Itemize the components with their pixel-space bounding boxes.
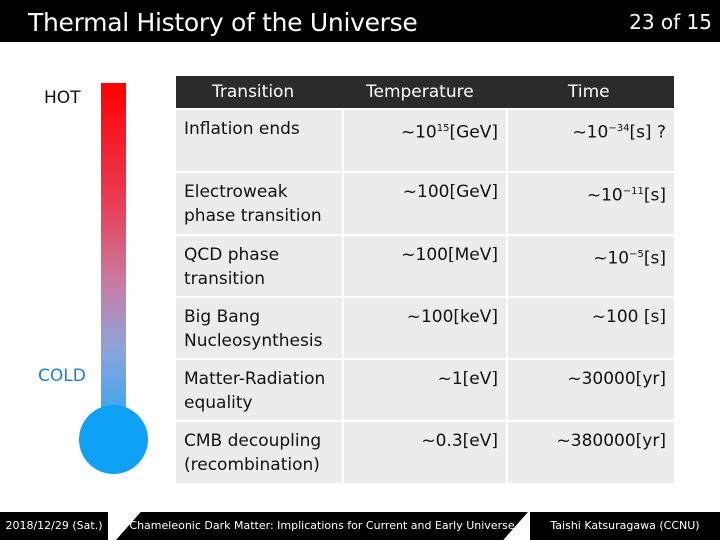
transition-line: Electroweak xyxy=(184,182,288,202)
transition-name: Big Bang Nucleosynthesis xyxy=(184,305,322,353)
table-row: Big Bang Nucleosynthesis ~100[keV] ~100 [s] xyxy=(176,298,674,358)
thermometer-bulb xyxy=(79,405,148,474)
temperature-cell: ~100[GeV] xyxy=(344,173,508,234)
table-header: Transition Temperature Time xyxy=(176,76,674,108)
footer-date: 2018/12/29 (Sat.) xyxy=(0,512,108,540)
hot-label: HOT xyxy=(44,88,81,108)
transition-line: (recombination) xyxy=(184,455,320,475)
transition-name: CMB decoupling (recombination) xyxy=(184,429,321,477)
transition-cell: CMB decoupling (recombination) xyxy=(176,422,344,483)
transition-line: phase transition xyxy=(184,206,322,226)
time-value: ~30000[yr] xyxy=(567,367,666,391)
transition-cell: Electroweak phase transition xyxy=(176,173,344,234)
temperature-base: ~100[GeV] xyxy=(402,182,498,202)
transition-line: CMB decoupling xyxy=(184,431,322,451)
table-row: CMB decoupling (recombination) ~0.3[eV] ~38… xyxy=(176,422,674,483)
transition-line: equality xyxy=(184,393,253,413)
time-exponent: −34 xyxy=(608,123,630,134)
temperature-base: ~1[eV] xyxy=(437,369,498,389)
transition-line: Big Bang xyxy=(184,307,261,327)
temperature-value: ~100[keV] xyxy=(407,305,498,329)
temperature-cell: ~0.3[eV] xyxy=(344,422,508,483)
transition-cell: Inflation ends xyxy=(176,110,344,171)
time-value: ~10−5[s] xyxy=(593,243,666,271)
table-row: Inflation ends ~1015[GeV] ~10−34[s] ? xyxy=(176,110,674,171)
transition-name: Inflation ends xyxy=(184,117,300,141)
transition-name: Matter-Radiation equality xyxy=(184,367,325,415)
page-number: 23 of 15 xyxy=(629,10,712,34)
temperature-exponent: 15 xyxy=(436,123,450,134)
time-value: ~100 [s] xyxy=(592,305,666,329)
table-row: QCD phase transition ~100[MeV] ~10−5[s] xyxy=(176,236,674,296)
time-unit: [s] xyxy=(643,248,666,269)
header-temperature: Temperature xyxy=(366,82,474,102)
temperature-cell: ~100[keV] xyxy=(344,298,508,358)
temperature-value: ~1[eV] xyxy=(438,367,498,391)
time-cell: ~30000[yr] xyxy=(508,360,674,420)
temperature-unit: [GeV] xyxy=(449,122,498,143)
transition-line: Inflation ends xyxy=(184,119,300,139)
time-unit: [s] xyxy=(643,185,666,206)
time-base: ~10 xyxy=(586,185,623,206)
temperature-cell: ~1015[GeV] xyxy=(344,110,508,171)
transition-name: QCD phase transition xyxy=(184,243,279,291)
time-exponent: −11 xyxy=(622,186,644,197)
temperature-value: ~0.3[eV] xyxy=(421,429,498,453)
table-row: Matter-Radiation equality ~1[eV] ~30000[yr] xyxy=(176,360,674,420)
temperature-value: ~1015[GeV] xyxy=(401,117,498,145)
time-value: ~10−34[s] ? xyxy=(572,117,666,145)
time-cell: ~380000[yr] xyxy=(508,422,674,483)
footer-talk-title: Chameleonic Dark Matter: Implications fo… xyxy=(116,512,528,540)
temperature-cell: ~100[MeV] xyxy=(344,236,508,296)
title-bar: Thermal History of the Universe 23 of 15 xyxy=(0,0,720,42)
temperature-base: ~0.3[eV] xyxy=(421,431,498,451)
time-value: ~10−11[s] xyxy=(587,180,666,208)
temperature-base: ~100[MeV] xyxy=(401,245,498,265)
transition-line: QCD phase xyxy=(184,245,280,265)
time-value: ~380000[yr] xyxy=(557,429,666,453)
transition-cell: Big Bang Nucleosynthesis xyxy=(176,298,344,358)
transition-cell: Matter-Radiation equality xyxy=(176,360,344,420)
temperature-value: ~100[MeV] xyxy=(401,243,498,267)
footer: 2018/12/29 (Sat.) Chameleonic Dark Matte… xyxy=(0,512,720,540)
time-cell: ~100 [s] xyxy=(508,298,674,358)
temperature-cell: ~1[eV] xyxy=(344,360,508,420)
header-time: Time xyxy=(568,82,610,102)
header-transition: Transition xyxy=(212,82,295,102)
transition-line: transition xyxy=(184,269,265,289)
cold-label: COLD xyxy=(38,366,86,386)
time-cell: ~10−11[s] xyxy=(508,173,674,234)
transition-line: Matter-Radiation xyxy=(184,369,326,389)
time-cell: ~10−34[s] ? xyxy=(508,110,674,171)
time-base: ~30000[yr] xyxy=(567,369,666,389)
time-cell: ~10−5[s] xyxy=(508,236,674,296)
temperature-value: ~100[GeV] xyxy=(403,180,498,204)
table-row: Electroweak phase transition ~100[GeV] ~10−… xyxy=(176,173,674,234)
transition-line: Nucleosynthesis xyxy=(184,331,323,351)
transition-name: Electroweak phase transition xyxy=(184,180,322,228)
time-base: ~100 [s] xyxy=(591,307,666,327)
slide-title: Thermal History of the Universe xyxy=(28,8,418,37)
time-exponent: −5 xyxy=(629,249,644,260)
transition-cell: QCD phase transition xyxy=(176,236,344,296)
footer-author: Taishi Katsuragawa (CCNU) xyxy=(530,512,720,540)
time-base: ~380000[yr] xyxy=(556,431,666,451)
time-unit: [s] ? xyxy=(629,122,666,143)
temperature-base: ~10 xyxy=(400,122,437,143)
temperature-base: ~100[keV] xyxy=(406,307,498,327)
thermometer-tube xyxy=(101,83,126,413)
time-base: ~10 xyxy=(572,122,609,143)
time-base: ~10 xyxy=(593,248,630,269)
